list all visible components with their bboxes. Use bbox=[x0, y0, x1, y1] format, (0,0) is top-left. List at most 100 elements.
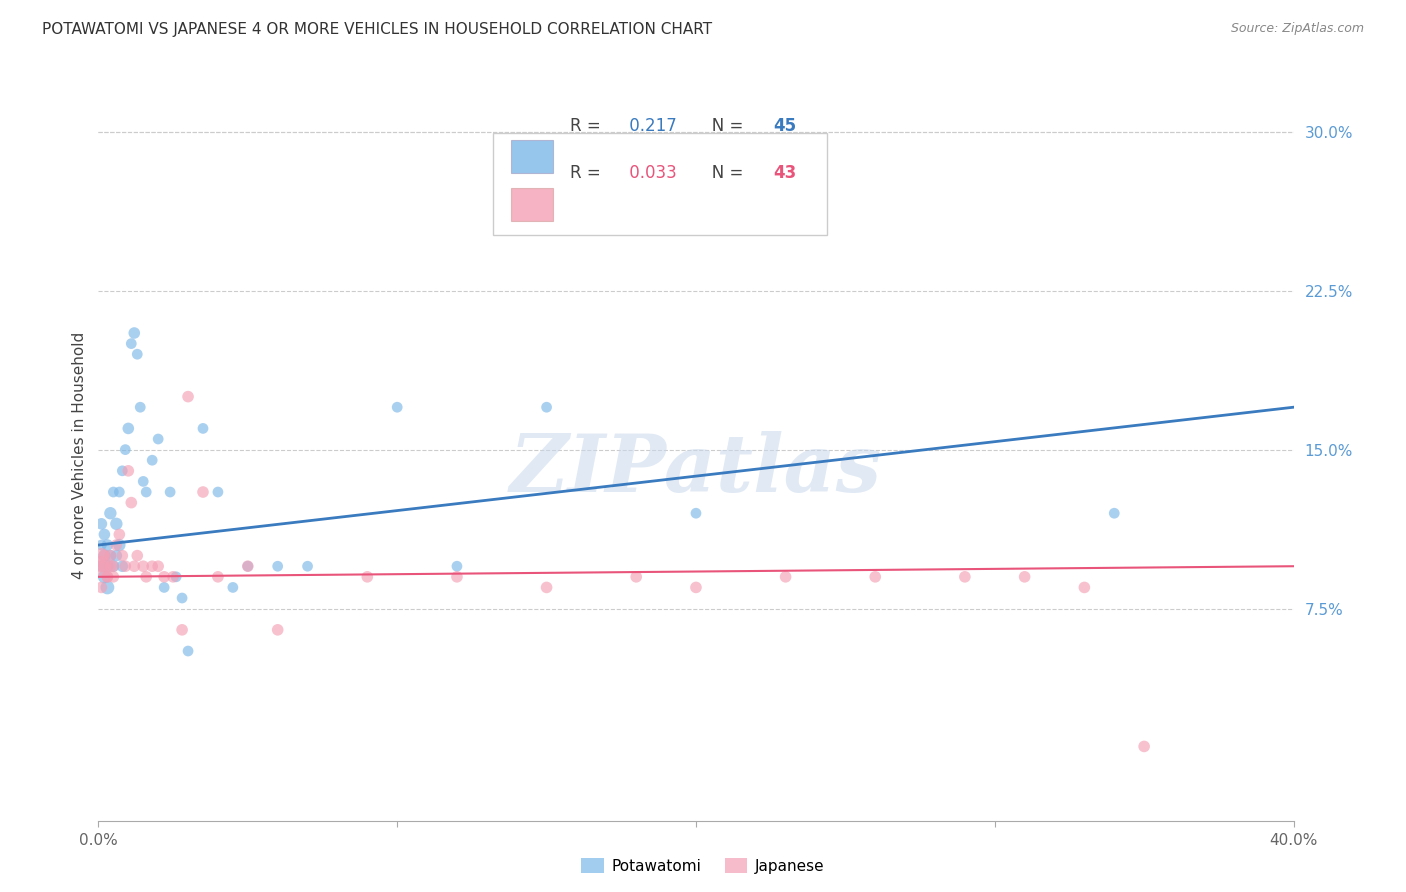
Point bbox=[953, 570, 976, 584]
Point bbox=[446, 570, 468, 584]
Point bbox=[100, 506, 122, 520]
Point bbox=[132, 475, 155, 489]
Point bbox=[111, 559, 134, 574]
Point bbox=[103, 559, 125, 574]
Text: 0.033: 0.033 bbox=[624, 164, 678, 182]
Point bbox=[141, 453, 163, 467]
Text: N =: N = bbox=[696, 117, 748, 135]
Point bbox=[236, 559, 259, 574]
Point bbox=[536, 581, 558, 595]
Text: R =: R = bbox=[571, 164, 606, 182]
Point bbox=[114, 559, 136, 574]
Point bbox=[356, 570, 378, 584]
Point bbox=[124, 326, 146, 340]
Point bbox=[236, 559, 259, 574]
Point bbox=[117, 464, 139, 478]
Point bbox=[96, 570, 118, 584]
Point bbox=[93, 549, 115, 563]
Point bbox=[135, 570, 157, 584]
Point bbox=[222, 581, 245, 595]
Point bbox=[1073, 581, 1095, 595]
Point bbox=[148, 559, 170, 574]
Text: 0.217: 0.217 bbox=[624, 117, 678, 135]
Point bbox=[775, 570, 797, 584]
Point bbox=[172, 591, 194, 605]
Point bbox=[100, 559, 122, 574]
Point bbox=[111, 464, 134, 478]
Point bbox=[865, 570, 887, 584]
Point bbox=[100, 549, 122, 563]
FancyBboxPatch shape bbox=[494, 133, 828, 235]
Text: Source: ZipAtlas.com: Source: ZipAtlas.com bbox=[1230, 22, 1364, 36]
Point bbox=[153, 570, 176, 584]
Point bbox=[162, 570, 184, 584]
Point bbox=[536, 401, 558, 415]
Point bbox=[127, 347, 149, 361]
Point bbox=[90, 581, 112, 595]
FancyBboxPatch shape bbox=[510, 140, 553, 173]
Point bbox=[96, 538, 118, 552]
Point bbox=[446, 559, 468, 574]
Y-axis label: 4 or more Vehicles in Household: 4 or more Vehicles in Household bbox=[72, 331, 87, 579]
Point bbox=[120, 336, 142, 351]
Point bbox=[120, 495, 142, 509]
Point bbox=[108, 527, 131, 541]
Point bbox=[90, 559, 112, 574]
Point bbox=[191, 421, 214, 435]
Point bbox=[685, 581, 707, 595]
Point bbox=[105, 549, 128, 563]
FancyBboxPatch shape bbox=[510, 187, 553, 221]
Point bbox=[685, 506, 707, 520]
Point bbox=[148, 432, 170, 446]
Point bbox=[1014, 570, 1036, 584]
Point bbox=[93, 527, 115, 541]
Point bbox=[153, 581, 176, 595]
Text: R =: R = bbox=[571, 117, 606, 135]
Point bbox=[103, 570, 125, 584]
Point bbox=[385, 401, 409, 415]
Text: 43: 43 bbox=[773, 164, 797, 182]
Point bbox=[108, 538, 131, 552]
Point bbox=[93, 570, 115, 584]
Point bbox=[114, 442, 136, 457]
Point bbox=[105, 516, 128, 531]
Text: N =: N = bbox=[696, 164, 748, 182]
Point bbox=[100, 549, 122, 563]
Point bbox=[93, 559, 115, 574]
Point bbox=[135, 485, 157, 500]
Point bbox=[96, 581, 118, 595]
Point bbox=[105, 538, 128, 552]
Text: 45: 45 bbox=[773, 117, 797, 135]
Point bbox=[90, 549, 112, 563]
Point bbox=[177, 644, 200, 658]
Text: ZIPatlas: ZIPatlas bbox=[510, 431, 882, 508]
Point bbox=[90, 559, 112, 574]
Point bbox=[103, 559, 125, 574]
Point bbox=[1133, 739, 1156, 754]
Point bbox=[297, 559, 319, 574]
Point bbox=[124, 559, 146, 574]
Point bbox=[1104, 506, 1126, 520]
Point bbox=[103, 485, 125, 500]
Text: POTAWATOMI VS JAPANESE 4 OR MORE VEHICLES IN HOUSEHOLD CORRELATION CHART: POTAWATOMI VS JAPANESE 4 OR MORE VEHICLE… bbox=[42, 22, 713, 37]
Point bbox=[141, 559, 163, 574]
Point bbox=[117, 421, 139, 435]
Point bbox=[207, 570, 229, 584]
Point bbox=[626, 570, 648, 584]
Point bbox=[165, 570, 187, 584]
Legend: Potawatomi, Japanese: Potawatomi, Japanese bbox=[575, 852, 831, 880]
Point bbox=[108, 485, 131, 500]
Point bbox=[111, 549, 134, 563]
Point bbox=[132, 559, 155, 574]
Point bbox=[96, 570, 118, 584]
Point bbox=[172, 623, 194, 637]
Point bbox=[207, 485, 229, 500]
Point bbox=[191, 485, 214, 500]
Point bbox=[267, 559, 290, 574]
Point bbox=[177, 390, 200, 404]
Point bbox=[267, 623, 290, 637]
Point bbox=[90, 538, 112, 552]
Point bbox=[159, 485, 181, 500]
Point bbox=[96, 559, 118, 574]
Point bbox=[90, 559, 112, 574]
